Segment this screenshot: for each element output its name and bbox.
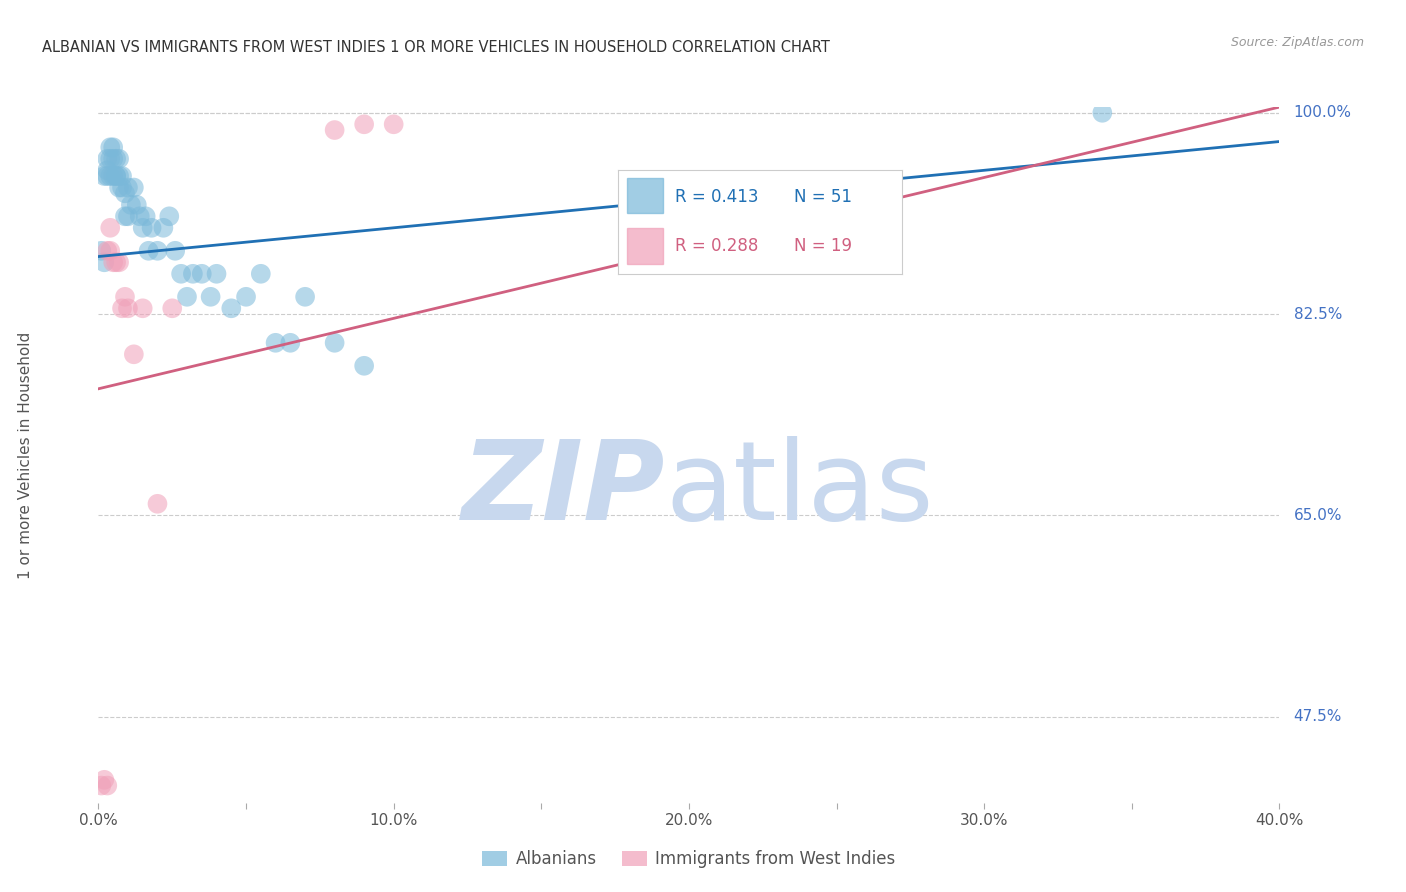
Point [250,267,273,281]
Legend: Albanians, Immigrants from West Indies: Albanians, Immigrants from West Indies [475,843,903,874]
Point [108,152,131,166]
Point [105,169,128,183]
Point [103,152,125,166]
Text: ALBANIAN VS IMMIGRANTS FROM WEST INDIES 1 OR MORE VEHICLES IN HOUSEHOLD CORRELAT: ALBANIAN VS IMMIGRANTS FROM WEST INDIES … [42,40,830,55]
Point [105,255,128,269]
Point [108,169,131,183]
Text: 65.0%: 65.0% [1294,508,1341,523]
Text: ZIP: ZIP [461,436,665,543]
Point [105,169,128,183]
Point [181,267,204,281]
Text: 100.0%: 100.0% [1294,105,1351,120]
Text: R = 0.413: R = 0.413 [675,188,758,206]
Point [98,152,121,166]
Point [219,301,242,316]
Point [323,123,346,137]
Point [103,169,125,183]
Point [176,290,198,304]
Point [117,209,139,223]
Point [93,255,115,269]
Point [98,220,121,235]
Point [132,220,155,235]
Point [122,180,145,194]
Text: R = 0.288: R = 0.288 [675,237,758,255]
Point [117,301,139,316]
Point [122,347,145,361]
Point [323,335,346,350]
Point [117,180,139,194]
Point [132,301,155,316]
Text: 82.5%: 82.5% [1294,307,1341,321]
Point [382,117,405,131]
Point [1091,105,1114,120]
Point [235,290,257,304]
Point [152,220,174,235]
Point [108,180,131,194]
Point [146,497,169,511]
Point [111,301,134,316]
Point [138,244,160,258]
Point [90,244,112,258]
Text: Source: ZipAtlas.com: Source: ZipAtlas.com [1230,36,1364,49]
Bar [627,178,664,213]
Point [96,779,118,793]
Point [157,209,180,223]
Point [114,290,136,304]
Text: atlas: atlas [665,436,934,543]
Point [98,169,121,183]
Point [120,198,142,212]
Point [98,140,121,154]
Point [205,267,228,281]
Point [165,244,187,258]
Point [125,198,148,212]
Text: N = 51: N = 51 [794,188,852,206]
Point [105,152,128,166]
Point [103,140,125,154]
Point [111,180,134,194]
Point [135,209,157,223]
Point [191,267,214,281]
Text: 47.5%: 47.5% [1294,709,1341,724]
Point [353,117,375,131]
Point [108,255,131,269]
Point [93,169,115,183]
Point [96,244,118,258]
Point [141,220,163,235]
Point [353,359,375,373]
Point [294,290,316,304]
Point [114,209,136,223]
Point [170,267,193,281]
Point [111,169,134,183]
Point [146,244,169,258]
Point [96,169,118,183]
Point [128,209,150,223]
Text: 1 or more Vehicles in Household: 1 or more Vehicles in Household [18,331,32,579]
Point [278,335,302,350]
Point [200,290,222,304]
Point [162,301,183,316]
Point [96,152,118,166]
Text: N = 19: N = 19 [794,237,852,255]
Point [96,163,118,178]
Point [90,779,112,793]
Point [114,186,136,201]
Point [93,772,115,787]
Point [98,244,121,258]
Point [103,255,125,269]
Point [264,335,287,350]
Bar [627,228,664,264]
